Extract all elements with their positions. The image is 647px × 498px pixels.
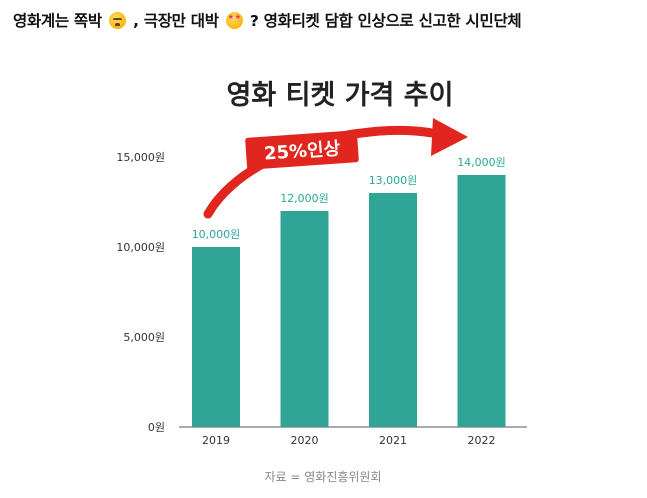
x-axis: 2019 2020 2021 2022 (202, 434, 496, 447)
tired-face-icon (108, 12, 126, 29)
data-label: 13,000원 (369, 174, 418, 187)
bar-series: 10,000원 12,000원 13,000원 14,000원 (192, 156, 506, 427)
x-tick-label: 2020 (291, 434, 319, 447)
x-tick-label: 2022 (468, 434, 496, 447)
arrow-head (431, 118, 468, 156)
star-struck-icon (225, 12, 243, 29)
bar-2020 (280, 211, 329, 427)
data-label: 12,000원 (280, 192, 329, 205)
y-tick-label: 5,000원 (123, 331, 165, 344)
increase-badge: 25%인상 (245, 130, 359, 170)
post-headline: 영화계는 쪽박 , 극장만 대박 ? 영화티켓 담합 인상으로 신고한 시민단체 (13, 9, 638, 31)
bar-2021 (369, 193, 417, 427)
chart-title: 영화 티켓 가격 추이 (227, 80, 454, 111)
data-label: 14,000원 (457, 156, 506, 169)
headline-text-part3: ? 영화티켓 담합 인상으로 신고한 시민단체 (249, 12, 522, 30)
increase-badge-bg (245, 130, 359, 170)
y-tick-label: 0원 (148, 421, 165, 434)
bar-2019 (192, 247, 240, 427)
y-tick-label: 15,000원 (116, 151, 165, 164)
x-tick-label: 2019 (202, 434, 230, 447)
chart-source: 자료 = 영화진흥위원회 (264, 470, 381, 484)
data-label: 10,000원 (192, 228, 241, 241)
bar-2022 (457, 175, 506, 427)
headline-text-part1: 영화계는 쪽박 (13, 12, 102, 30)
y-axis: 0원 5,000원 10,000원 15,000원 (116, 151, 165, 434)
x-tick-label: 2021 (379, 434, 407, 447)
y-tick-label: 10,000원 (116, 241, 165, 254)
headline-text-part2: , 극장만 대박 (133, 12, 219, 30)
